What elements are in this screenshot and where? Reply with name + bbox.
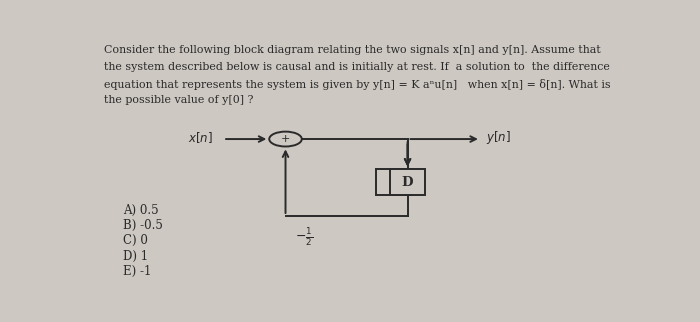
- Text: C) 0: C) 0: [122, 234, 148, 247]
- Text: B) -0.5: B) -0.5: [122, 219, 162, 232]
- Text: the possible value of y[0] ?: the possible value of y[0] ?: [104, 95, 253, 105]
- Text: D: D: [389, 176, 400, 189]
- Text: $x\left[n\right]$: $x\left[n\right]$: [188, 129, 213, 145]
- Text: A) 0.5: A) 0.5: [122, 204, 158, 216]
- Text: D: D: [402, 176, 413, 189]
- Text: Consider the following block diagram relating the two signals x[n] and y[n]. Ass: Consider the following block diagram rel…: [104, 45, 601, 55]
- Text: equation that represents the system is given by y[n] = K aⁿu[n]   when x[n] = δ[: equation that represents the system is g…: [104, 79, 610, 90]
- Text: the system described below is causal and is initially at rest. If  a solution to: the system described below is causal and…: [104, 62, 610, 72]
- FancyBboxPatch shape: [377, 169, 412, 195]
- Text: $-\frac{1}{2}$: $-\frac{1}{2}$: [295, 226, 314, 248]
- Text: E) -1: E) -1: [122, 265, 151, 278]
- Text: D) 1: D) 1: [122, 250, 148, 263]
- Text: $y\left[n\right]$: $y\left[n\right]$: [486, 128, 511, 146]
- FancyBboxPatch shape: [390, 169, 425, 195]
- Text: +: +: [281, 134, 290, 144]
